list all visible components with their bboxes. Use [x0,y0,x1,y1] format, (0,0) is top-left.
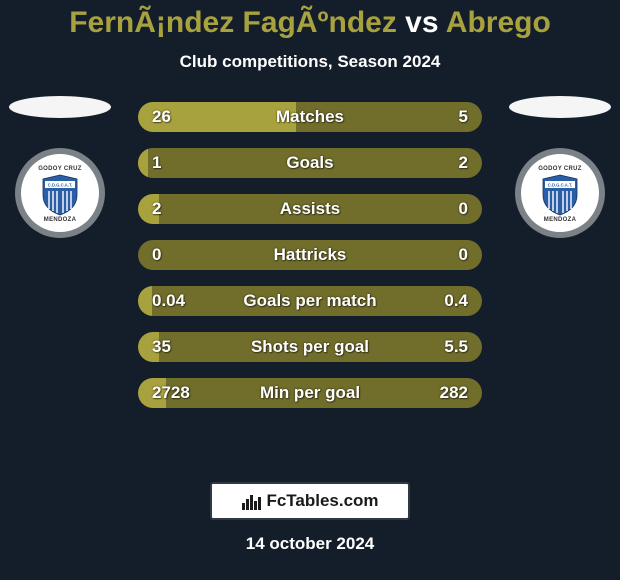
stat-value-right: 5 [412,107,482,127]
subtitle: Club competitions, Season 2024 [0,52,620,72]
stat-value-right: 282 [412,383,482,403]
bar-chart-icon [241,491,261,511]
footer-brand-text: FcTables.com [266,491,378,511]
title-player2: Abrego [446,6,551,39]
stat-value-left: 0.04 [138,291,208,311]
shield-text: C.D.G.C.A.T. [548,182,572,187]
stat-row: 0.04Goals per match0.4 [138,286,482,316]
badge-bottom-text-left: MENDOZA [44,217,76,223]
page-title: FernÃ¡ndez FagÃºndez vs Abrego [0,6,620,40]
stat-row: 2Assists0 [138,194,482,224]
flag-left [9,96,111,118]
stat-value-right: 2 [412,153,482,173]
badge-top-text-left: GODOY CRUZ [38,166,82,172]
player-right-column: GODOY CRUZ C.D.G.C.A.T. MENDOZA [500,96,620,238]
club-badge-right: GODOY CRUZ C.D.G.C.A.T. MENDOZA [515,148,605,238]
badge-bottom-text-right: MENDOZA [544,217,576,223]
stat-label: Assists [208,199,412,219]
shield-text: C.D.G.C.A.T. [48,182,72,187]
title-vs: vs [397,6,446,39]
stat-value-left: 1 [138,153,208,173]
stat-value-left: 0 [138,245,208,265]
stat-value-right: 0.4 [412,291,482,311]
comparison-card: FernÃ¡ndez FagÃºndez vs Abrego Club comp… [0,0,620,580]
stat-label: Matches [208,107,412,127]
player-left-column: GODOY CRUZ C.D.G.C.A.T. MENDOZA [0,96,120,238]
stat-row: 2728Min per goal282 [138,378,482,408]
stat-label: Shots per goal [208,337,412,357]
date-text: 14 october 2024 [0,534,620,554]
shield-icon: C.D.G.C.A.T. [539,173,581,217]
stat-label: Goals [208,153,412,173]
stat-row: 0Hattricks0 [138,240,482,270]
club-badge-inner-right: GODOY CRUZ C.D.G.C.A.T. MENDOZA [521,154,599,232]
stat-label: Hattricks [208,245,412,265]
stat-row: 1Goals2 [138,148,482,178]
title-player1: FernÃ¡ndez FagÃºndez [69,6,397,39]
footer-brand[interactable]: FcTables.com [210,482,410,520]
badge-top-text-right: GODOY CRUZ [538,166,582,172]
stat-label: Min per goal [208,383,412,403]
stat-value-right: 0 [412,245,482,265]
stat-row: 35Shots per goal5.5 [138,332,482,362]
stats-area: GODOY CRUZ C.D.G.C.A.T. MENDOZA [0,102,620,472]
stat-label: Goals per match [208,291,412,311]
stat-value-left: 2728 [138,383,208,403]
stat-value-left: 2 [138,199,208,219]
club-badge-left: GODOY CRUZ C.D.G.C.A.T. MENDOZA [15,148,105,238]
club-badge-inner-left: GODOY CRUZ C.D.G.C.A.T. MENDOZA [21,154,99,232]
flag-right [509,96,611,118]
stat-rows: 26Matches51Goals22Assists00Hattricks00.0… [138,102,482,408]
stat-value-right: 0 [412,199,482,219]
stat-row: 26Matches5 [138,102,482,132]
shield-icon: C.D.G.C.A.T. [39,173,81,217]
stat-value-left: 35 [138,337,208,357]
stat-value-left: 26 [138,107,208,127]
stat-value-right: 5.5 [412,337,482,357]
